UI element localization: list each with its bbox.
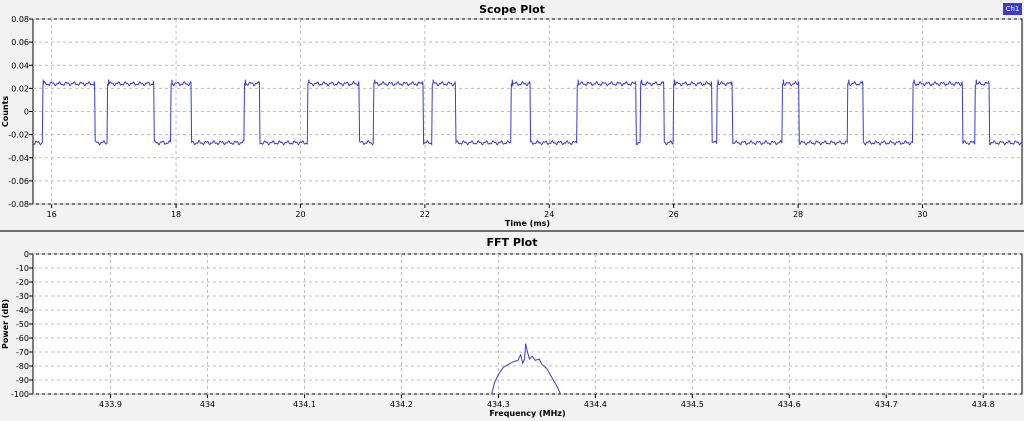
x-tick-label: 434.1 bbox=[293, 400, 316, 409]
x-axis-label: Time (ms) bbox=[505, 219, 550, 228]
fft-plot-chart[interactable]: FFT Plot 433.9 434 434.1 434.2 434.3 434.4 434.… bbox=[0, 232, 1024, 421]
x-tick-label: 434.6 bbox=[778, 400, 801, 409]
x-tick-label: 22 bbox=[420, 210, 430, 219]
y-tick-label: -10 bbox=[16, 264, 29, 273]
y-tick-label: -90 bbox=[16, 376, 29, 385]
panel-divider bbox=[0, 230, 1024, 232]
y-tick-label: -100 bbox=[11, 390, 29, 399]
y-tick-label: -30 bbox=[16, 292, 29, 301]
y-tick-label: -0.08 bbox=[8, 200, 29, 209]
scope-plot-panel: Scope Plot 16 18 20 22 24 26 28 30 0.08 0.06 0.04 0.… bbox=[0, 0, 1024, 230]
y-tick-label: -0.04 bbox=[8, 154, 29, 163]
y-tick-label: -50 bbox=[16, 320, 29, 329]
y-tick-label: -40 bbox=[16, 306, 29, 315]
y-tick-label: 0.08 bbox=[11, 15, 29, 24]
y-tick-label: 0 bbox=[24, 108, 29, 117]
y-tick-label: 0.04 bbox=[11, 61, 29, 70]
y-tick-label: 0.02 bbox=[11, 84, 29, 93]
y-tick-label: -80 bbox=[16, 362, 29, 371]
x-tick-label: 434.2 bbox=[390, 400, 413, 409]
plot-title: FFT Plot bbox=[486, 236, 537, 249]
y-axis-label: Power (dB) bbox=[1, 299, 10, 349]
legend-ch1[interactable]: Ch1 bbox=[1003, 3, 1022, 15]
y-tick-label: -60 bbox=[16, 334, 29, 343]
scope-plot-chart[interactable]: Scope Plot 16 18 20 22 24 26 28 30 0.08 0.06 0.04 0.… bbox=[0, 0, 1024, 230]
x-tick-label: 434.5 bbox=[681, 400, 704, 409]
x-tick-label: 26 bbox=[669, 210, 679, 219]
x-tick-label: 433.9 bbox=[99, 400, 122, 409]
x-tick-label: 30 bbox=[917, 210, 927, 219]
x-tick-label: 28 bbox=[793, 210, 803, 219]
y-tick-label: -0.06 bbox=[8, 177, 29, 186]
x-tick-label: 18 bbox=[171, 210, 181, 219]
x-tick-label: 16 bbox=[47, 210, 57, 219]
y-tick-label: -0.02 bbox=[8, 131, 29, 140]
x-tick-label: 434 bbox=[200, 400, 215, 409]
y-tick-label: 0.06 bbox=[11, 38, 29, 47]
x-axis-label: Frequency (MHz) bbox=[489, 409, 565, 418]
y-tick-label: -20 bbox=[16, 278, 29, 287]
y-tick-label: 0 bbox=[24, 250, 29, 259]
fft-plot-panel: FFT Plot 433.9 434 434.1 434.2 434.3 434.4 434.… bbox=[0, 232, 1024, 421]
y-axis-label: Counts bbox=[1, 96, 10, 128]
x-tick-label: 434.4 bbox=[584, 400, 607, 409]
fft-series-line bbox=[491, 343, 561, 395]
y-tick-label: -70 bbox=[16, 348, 29, 357]
x-tick-label: 434.3 bbox=[487, 400, 510, 409]
x-tick-label: 24 bbox=[544, 210, 554, 219]
series-ch1-line bbox=[32, 79, 1023, 146]
x-tick-label: 20 bbox=[295, 210, 305, 219]
x-tick-label: 434.7 bbox=[875, 400, 898, 409]
plot-title: Scope Plot bbox=[479, 3, 545, 16]
x-tick-label: 434.8 bbox=[972, 400, 995, 409]
